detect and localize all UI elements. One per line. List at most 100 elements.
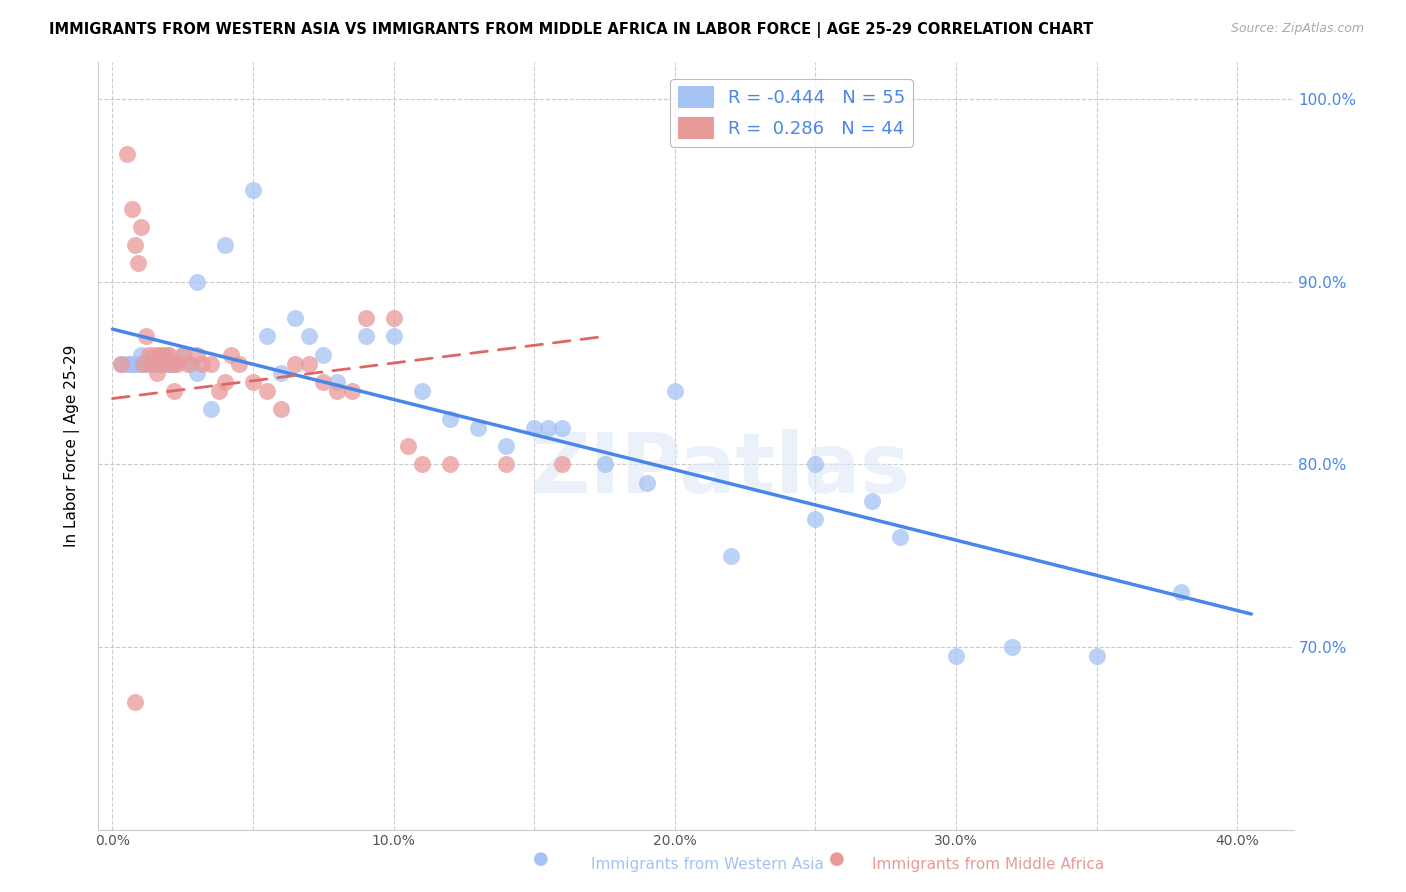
Legend: R = -0.444   N = 55, R =  0.286   N = 44: R = -0.444 N = 55, R = 0.286 N = 44	[671, 79, 912, 146]
Text: IMMIGRANTS FROM WESTERN ASIA VS IMMIGRANTS FROM MIDDLE AFRICA IN LABOR FORCE | A: IMMIGRANTS FROM WESTERN ASIA VS IMMIGRAN…	[49, 22, 1094, 38]
Point	[186, 366, 208, 380]
Point	[298, 357, 321, 371]
Point	[129, 348, 152, 362]
Point	[172, 348, 194, 362]
Text: ZIPatlas: ZIPatlas	[530, 428, 910, 509]
Point	[551, 421, 574, 435]
Text: ●: ●	[533, 850, 550, 868]
Point	[143, 348, 166, 362]
Point	[163, 357, 186, 371]
Point	[326, 375, 349, 389]
Point	[124, 357, 146, 371]
Point	[149, 348, 172, 362]
Point	[180, 357, 202, 371]
Point	[411, 457, 433, 471]
Point	[191, 357, 214, 371]
Point	[551, 457, 574, 471]
Point	[121, 202, 143, 216]
Point	[160, 357, 183, 371]
Point	[138, 348, 160, 362]
Point	[135, 357, 157, 371]
Point	[110, 357, 132, 371]
Point	[860, 493, 883, 508]
Point	[284, 311, 307, 326]
Point	[127, 357, 149, 371]
Point	[146, 357, 169, 371]
Point	[270, 402, 292, 417]
Point	[340, 384, 363, 399]
Point	[537, 421, 560, 435]
Point	[593, 457, 616, 471]
Point	[1170, 585, 1192, 599]
Point	[208, 384, 231, 399]
Point	[127, 256, 149, 270]
Point	[495, 457, 517, 471]
Point	[163, 384, 186, 399]
Point	[152, 357, 174, 371]
Point	[166, 357, 188, 371]
Point	[132, 357, 155, 371]
Text: Immigrants from Middle Africa: Immigrants from Middle Africa	[872, 857, 1104, 872]
Point	[157, 348, 180, 362]
Point	[157, 357, 180, 371]
Point	[411, 384, 433, 399]
Point	[228, 357, 250, 371]
Point	[636, 475, 658, 490]
Point	[256, 384, 278, 399]
Point	[298, 329, 321, 343]
Point	[495, 439, 517, 453]
Point	[200, 402, 222, 417]
Point	[118, 357, 141, 371]
Point	[523, 421, 546, 435]
Point	[242, 375, 264, 389]
Point	[242, 183, 264, 197]
Text: Immigrants from Western Asia: Immigrants from Western Asia	[591, 857, 824, 872]
Point	[146, 366, 169, 380]
Point	[270, 366, 292, 380]
Point	[439, 411, 461, 425]
Point	[115, 357, 138, 371]
Point	[382, 329, 405, 343]
Point	[354, 311, 377, 326]
Text: ●: ●	[828, 850, 845, 868]
Point	[664, 384, 686, 399]
Point	[214, 375, 236, 389]
Point	[141, 357, 163, 371]
Point	[138, 357, 160, 371]
Point	[177, 357, 200, 371]
Point	[312, 375, 335, 389]
Point	[155, 348, 177, 362]
Point	[889, 530, 911, 544]
Point	[354, 329, 377, 343]
Point	[1001, 640, 1024, 654]
Point	[256, 329, 278, 343]
Point	[172, 348, 194, 362]
Point	[129, 357, 152, 371]
Point	[152, 357, 174, 371]
Point	[396, 439, 419, 453]
Point	[439, 457, 461, 471]
Point	[467, 421, 489, 435]
Point	[720, 549, 742, 563]
Point	[945, 648, 967, 663]
Point	[110, 357, 132, 371]
Y-axis label: In Labor Force | Age 25-29: In Labor Force | Age 25-29	[63, 345, 80, 547]
Point	[382, 311, 405, 326]
Point	[804, 457, 827, 471]
Point	[157, 357, 180, 371]
Point	[804, 512, 827, 526]
Point	[135, 329, 157, 343]
Text: Source: ZipAtlas.com: Source: ZipAtlas.com	[1230, 22, 1364, 36]
Point	[200, 357, 222, 371]
Point	[149, 357, 172, 371]
Point	[312, 348, 335, 362]
Point	[121, 357, 143, 371]
Point	[155, 357, 177, 371]
Point	[284, 357, 307, 371]
Point	[219, 348, 242, 362]
Point	[152, 348, 174, 362]
Point	[186, 348, 208, 362]
Point	[141, 357, 163, 371]
Point	[124, 238, 146, 252]
Point	[129, 219, 152, 234]
